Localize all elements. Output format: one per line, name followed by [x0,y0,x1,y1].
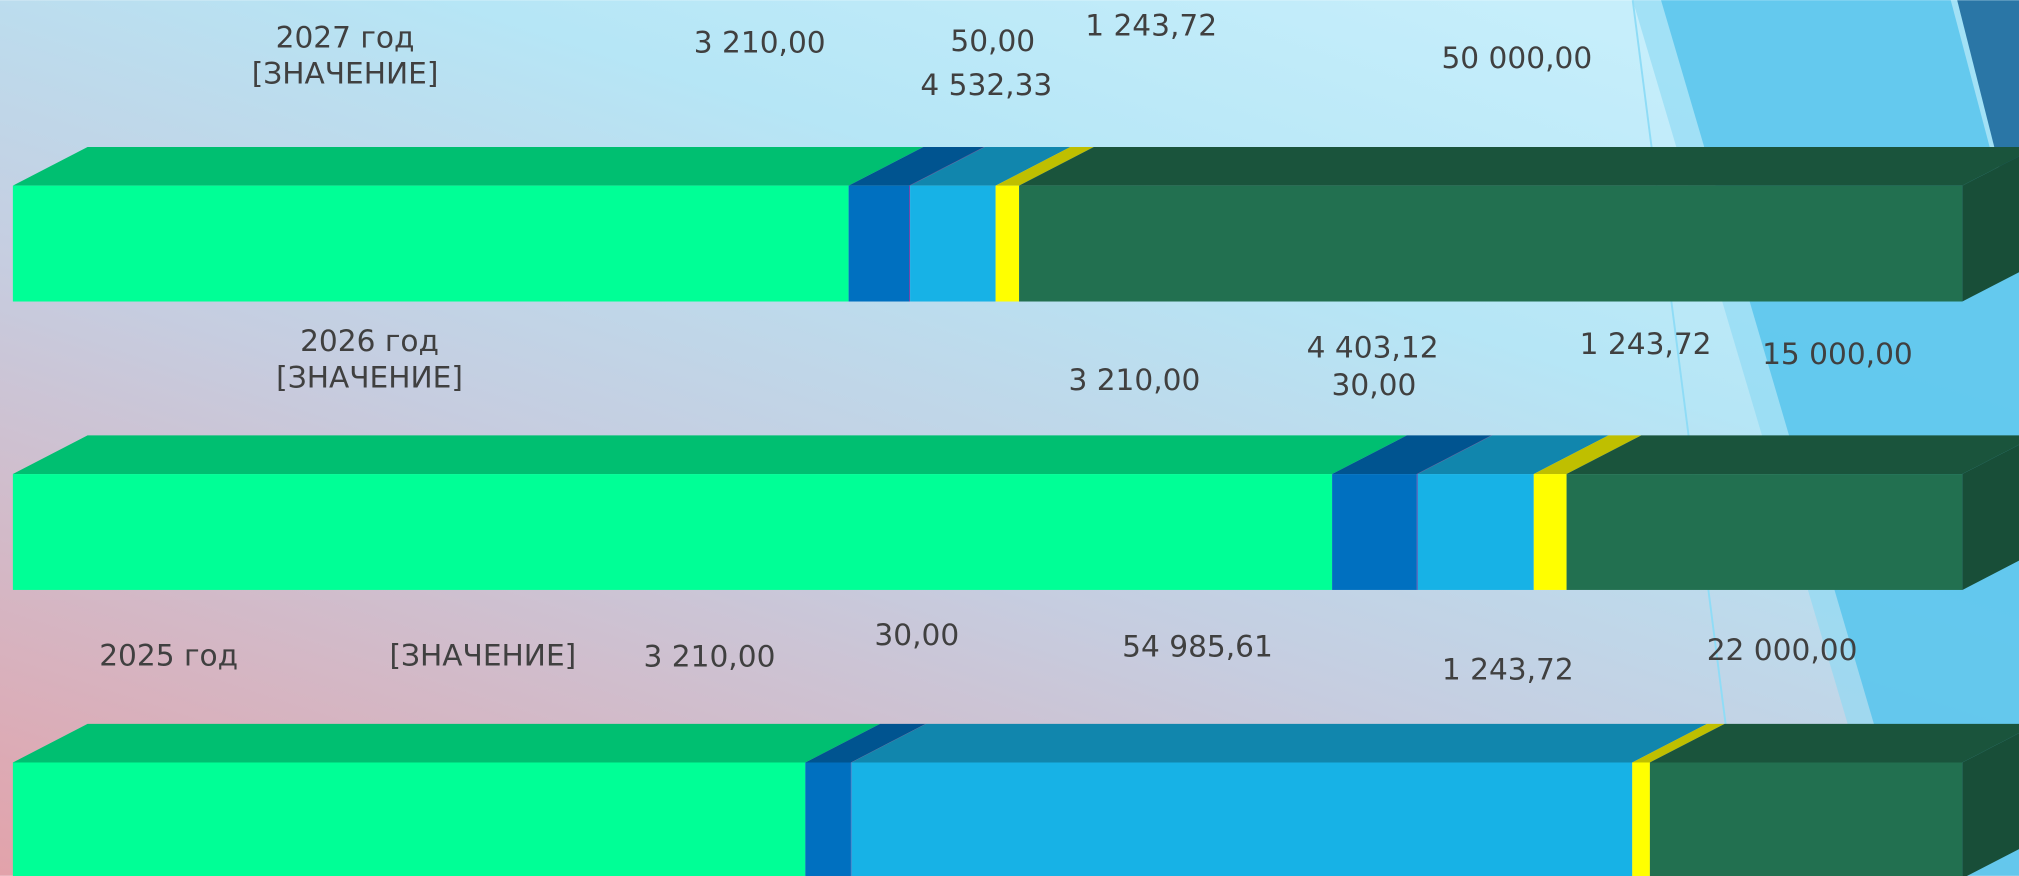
bar-top [995,146,1094,186]
bar [995,185,1020,302]
bar-top [1416,435,1493,475]
data-label: 1 243,72 [1442,653,1574,687]
data-label: [ЗНАЧЕНИЕ] [252,56,439,90]
category-label: 2026 год [300,324,439,358]
bar [910,185,996,302]
bar [1416,474,1418,590]
data-label: 3 210,00 [644,640,776,674]
data-label: 22 000,00 [1707,633,1858,667]
data-label: 1 243,72 [1580,327,1712,361]
bar-top [805,723,926,763]
bar-top [12,723,881,763]
data-label: 30,00 [874,618,959,652]
bar-top [1566,435,2019,475]
decor-line [1631,0,1733,773]
bar-side [1962,156,2019,302]
bar-top [1649,723,2019,763]
bar [909,185,911,302]
bar [848,185,910,302]
plot-area: [ЗНАЧЕНИЕ] 3 210,00 50,00 4 532,33 1 243,72 5… [12,9,2019,876]
bar [851,762,1633,876]
bar-top [851,723,1707,763]
category-label: 2027 год [276,20,415,54]
data-label: 54 985,61 [1122,629,1273,663]
data-label: 3 210,00 [1068,363,1200,397]
data-label: [ЗНАЧЕНИЕ] [389,638,576,672]
bar-top [1417,435,1609,475]
bar [1649,762,1963,876]
bar-top [12,146,924,186]
data-label: 15 000,00 [1762,337,1913,371]
data-label: 4 403,12 [1307,331,1439,365]
bar-top [909,146,985,186]
bar [1533,474,1567,590]
bar-top [1533,435,1642,475]
bar [1019,185,1963,302]
bar [1566,474,1963,590]
bar [805,762,851,876]
data-label: 50,00 [950,24,1035,58]
bar-top [1332,435,1492,475]
bar-top [850,723,927,763]
bar [12,762,806,876]
bar [12,474,1333,590]
bar [1632,762,1650,876]
category-label: 2025 год [99,638,238,672]
data-label: 50 000,00 [1441,41,1592,75]
bar-side [1962,444,2019,590]
bar-top [12,435,1407,475]
data-label: 1 243,72 [1085,9,1217,43]
bar-top [1019,146,2019,186]
bar [12,185,849,302]
bar [1332,474,1417,590]
data-label: 30,00 [1332,368,1417,402]
bar-top [1632,723,1725,763]
bar-top [910,146,1071,186]
bar-side [1962,733,2019,876]
bar-top [848,146,984,186]
data-label: 3 210,00 [694,25,826,59]
data-label: 4 532,33 [920,68,1052,102]
bar [1417,474,1534,590]
data-label: [ЗНАЧЕНИЕ] [276,360,463,394]
